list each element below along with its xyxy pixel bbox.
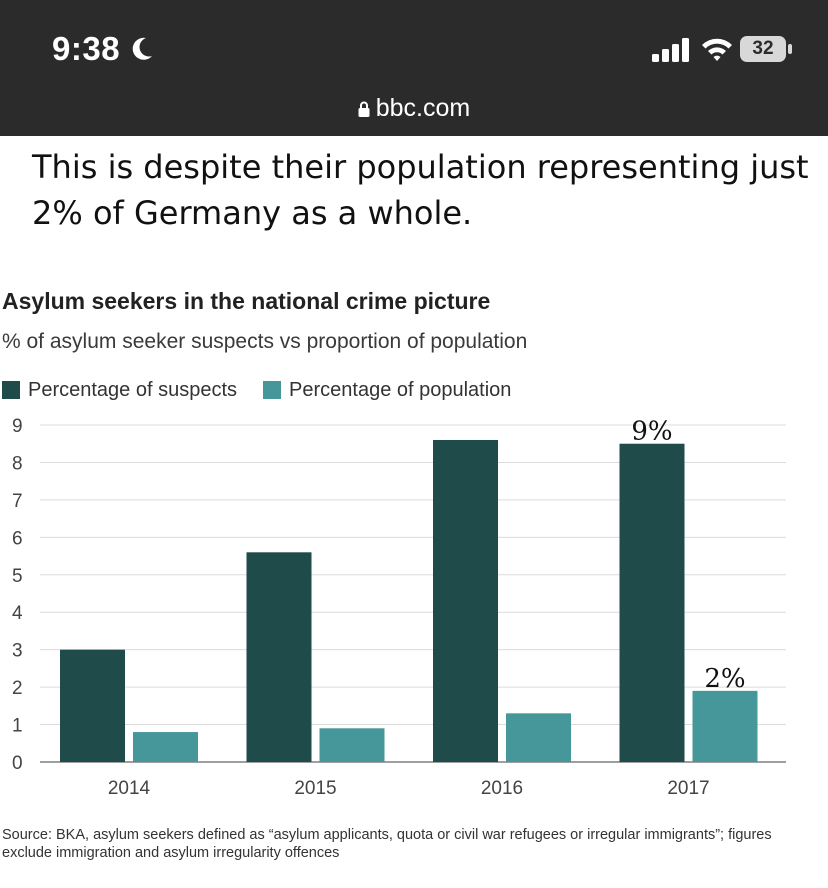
y-tick-label: 5: [12, 566, 23, 587]
bar: [246, 552, 312, 762]
chart-legend: Percentage of suspects Percentage of pop…: [2, 378, 537, 402]
moon-icon: [132, 37, 152, 60]
y-tick-label: 0: [12, 753, 23, 774]
data-annotation: 9%: [631, 417, 672, 447]
x-tick-label: 2014: [108, 778, 151, 799]
y-tick-label: 9: [12, 416, 23, 437]
url-text: bbc.com: [375, 94, 471, 122]
wifi-icon: [702, 38, 732, 61]
y-tick-label: 6: [12, 528, 23, 549]
x-tick-label: 2017: [667, 778, 709, 799]
signal-icon: [652, 38, 689, 62]
battery-icon: [740, 36, 792, 62]
x-tick-label: 2016: [481, 778, 523, 799]
x-tick-label: 2015: [294, 778, 336, 799]
bar: [319, 728, 385, 762]
y-tick-label: 1: [12, 716, 23, 737]
chart-title: Asylum seekers in the national crime pic…: [2, 288, 491, 314]
legend-item-population: Percentage of population: [263, 379, 511, 402]
bar: [60, 649, 125, 762]
bar: [619, 443, 685, 762]
legend-swatch-suspects: [2, 381, 20, 399]
y-tick-label: 3: [12, 641, 23, 662]
data-annotation: 2%: [704, 664, 745, 694]
status-time: 9:38: [52, 30, 121, 67]
bar: [133, 732, 198, 762]
legend-label-suspects: Percentage of suspects: [28, 378, 238, 401]
y-tick-label: 8: [12, 453, 23, 474]
url-bar[interactable]: bbc.com: [0, 94, 828, 124]
legend-item-suspects: Percentage of suspects: [2, 379, 237, 402]
y-tick-label: 2: [12, 678, 23, 699]
bar: [692, 690, 758, 762]
bar: [506, 713, 571, 762]
chart-container: [0, 270, 828, 888]
lock-icon: [358, 101, 370, 117]
chart-source: Source: BKA, asylum seekers defined as “…: [2, 827, 772, 861]
y-tick-label: 4: [12, 603, 23, 624]
status-bar: 9:38 32 bbc.com: [0, 0, 828, 136]
chart-subtitle: % of asylum seeker suspects vs proportio…: [2, 330, 528, 353]
legend-swatch-population: [263, 381, 282, 399]
y-tick-label: 7: [12, 491, 23, 512]
article-paragraph: This is despite their population represe…: [32, 148, 809, 232]
battery-level: 32: [752, 38, 774, 59]
bar: [433, 439, 498, 762]
legend-label-population: Percentage of population: [289, 378, 512, 401]
